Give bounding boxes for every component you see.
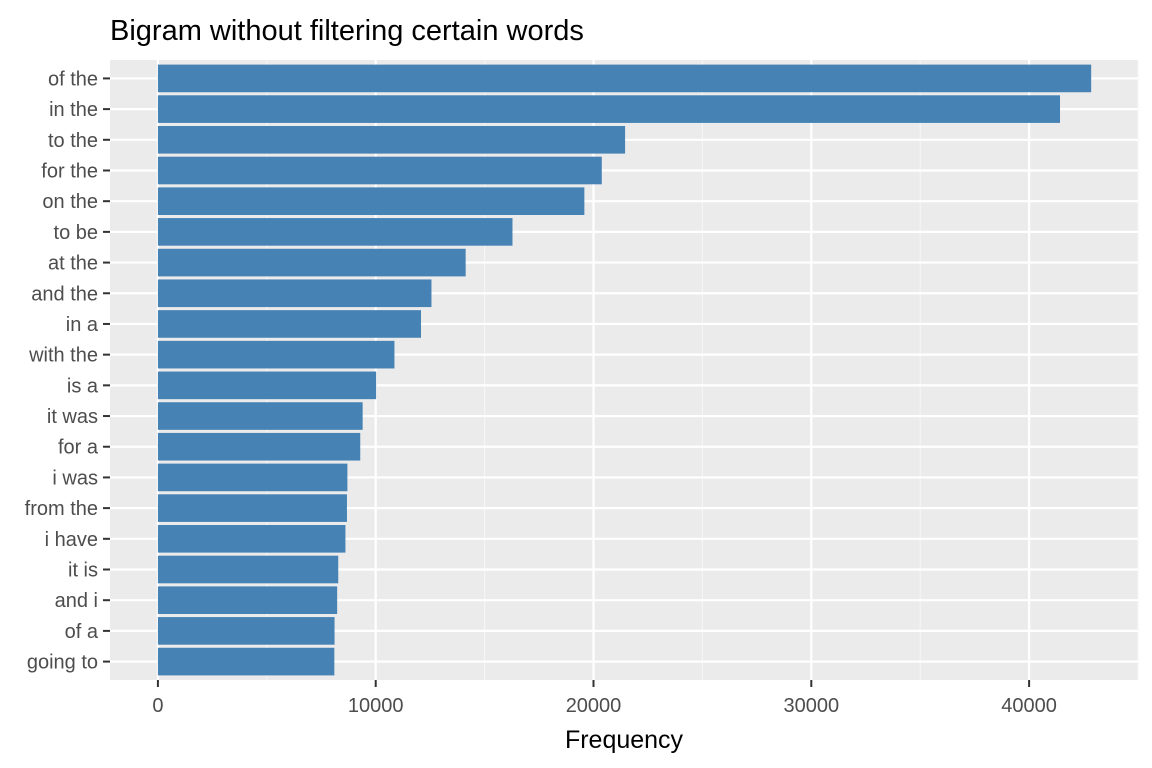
y-tick-label: to be: [54, 222, 98, 244]
y-tick-label: to the: [48, 130, 98, 152]
y-tick-label: in a: [66, 314, 99, 336]
x-axis: 0 10000 20000 30000 40000: [152, 680, 1057, 717]
y-tick-label: is a: [67, 375, 99, 397]
y-tick-label: at the: [48, 253, 98, 275]
y-axis: of the in the to the for the on the to be at t…: [25, 68, 110, 674]
y-tick-label: i have: [45, 529, 98, 551]
x-tick-label: 40000: [1001, 695, 1057, 717]
bar-it-is: [157, 555, 339, 584]
y-tick-label: i was: [52, 467, 98, 489]
y-tick-label: for a: [58, 437, 99, 459]
bar-to-the: [157, 125, 626, 154]
bar-and-the: [157, 279, 432, 308]
bar-is-a: [157, 371, 377, 400]
x-tick-label: 20000: [566, 695, 622, 717]
y-tick-label: for the: [41, 160, 98, 182]
y-tick-label: it was: [47, 406, 98, 428]
bar-on-the: [157, 187, 585, 215]
bar-at-the: [157, 248, 466, 277]
bar-of-a: [157, 617, 335, 645]
x-tick-label: 0: [152, 695, 163, 717]
y-tick-label: going to: [27, 652, 98, 674]
bar-i-was: [157, 463, 348, 492]
bar-for-a: [157, 432, 361, 461]
bar-to-be: [157, 218, 513, 246]
bar-going-to: [157, 647, 335, 676]
x-tick-label: 10000: [348, 695, 404, 717]
y-tick-label: and i: [55, 590, 98, 612]
x-axis-title: Frequency: [565, 726, 684, 754]
y-tick-label: in the: [49, 99, 98, 121]
x-tick-label: 30000: [783, 695, 839, 717]
bar-for-the: [157, 156, 602, 185]
y-tick-label: with the: [28, 345, 98, 367]
y-tick-label: of the: [48, 68, 98, 90]
bar-in-a: [157, 310, 422, 338]
bar-i-have: [157, 525, 346, 553]
bar-and-i: [157, 586, 338, 615]
bar-of-the: [157, 64, 1092, 93]
chart-title: Bigram without filtering certain words: [110, 15, 584, 47]
bar-in-the: [157, 95, 1061, 123]
bars: [157, 64, 1092, 676]
y-tick-label: on the: [42, 191, 98, 213]
y-tick-label: it is: [68, 560, 98, 582]
bar-from-the: [157, 494, 347, 522]
y-tick-label: of a: [65, 621, 99, 643]
bar-with-the: [157, 340, 395, 369]
y-tick-label: from the: [25, 498, 98, 520]
bar-it-was: [157, 402, 363, 430]
y-tick-label: and the: [31, 283, 98, 305]
